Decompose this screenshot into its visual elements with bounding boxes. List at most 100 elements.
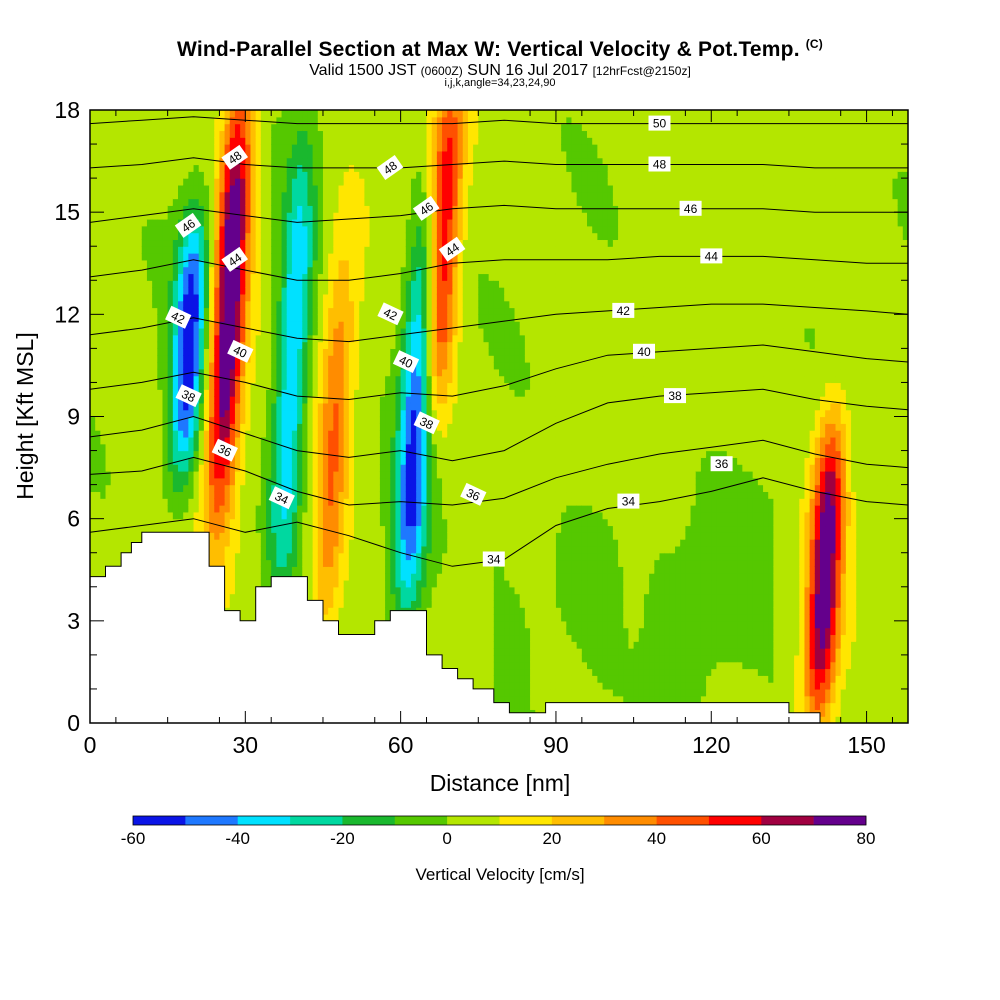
- velocity-cell: [250, 539, 257, 547]
- velocity-cell: [100, 416, 107, 424]
- velocity-cell: [291, 559, 298, 567]
- velocity-cell: [338, 525, 345, 533]
- velocity-cell: [105, 150, 112, 159]
- velocity-cell: [271, 450, 277, 458]
- velocity-cell: [105, 191, 112, 200]
- velocity-cell: [359, 559, 365, 567]
- velocity-cell: [260, 470, 267, 479]
- velocity-cell: [105, 184, 112, 193]
- velocity-cell: [126, 423, 133, 431]
- velocity-cell: [224, 246, 231, 254]
- velocity-cell: [203, 266, 210, 275]
- velocity-cell: [255, 443, 262, 452]
- velocity-cell: [183, 307, 189, 315]
- velocity-cell: [219, 375, 226, 384]
- velocity-cell: [348, 464, 355, 472]
- velocity-cell: [178, 239, 184, 247]
- velocity-cell: [312, 593, 319, 601]
- velocity-cell: [214, 137, 221, 145]
- velocity-cell: [136, 511, 143, 520]
- velocity-cell: [172, 116, 179, 125]
- velocity-cell: [338, 614, 345, 622]
- velocity-cell: [229, 518, 236, 527]
- velocity-cell: [307, 280, 314, 288]
- velocity-cell: [338, 539, 345, 547]
- velocity-cell: [193, 518, 200, 527]
- velocity-cell: [312, 552, 319, 561]
- velocity-cell: [95, 280, 101, 288]
- velocity-cell: [136, 491, 143, 499]
- velocity-cell: [250, 253, 257, 261]
- velocity-cell: [105, 464, 112, 472]
- velocity-cell: [214, 171, 221, 179]
- velocity-cell: [183, 232, 189, 241]
- velocity-cell: [260, 239, 267, 247]
- velocity-cell: [172, 287, 179, 295]
- velocity-cell: [110, 532, 117, 540]
- velocity-cell: [286, 212, 293, 220]
- velocity-cell: [260, 498, 267, 506]
- velocity-cell: [203, 348, 210, 356]
- velocity-cell: [286, 525, 293, 533]
- velocity-cell: [188, 341, 195, 349]
- velocity-cell: [364, 409, 371, 418]
- velocity-cell: [354, 450, 360, 458]
- velocity-cell: [286, 184, 293, 193]
- velocity-cell: [266, 191, 272, 200]
- velocity-cell: [203, 280, 210, 288]
- velocity-cell: [297, 123, 303, 132]
- velocity-cell: [240, 470, 246, 479]
- velocity-cell: [271, 566, 277, 574]
- velocity-cell: [146, 144, 153, 152]
- velocity-cell: [369, 518, 376, 527]
- velocity-cell: [276, 348, 283, 356]
- velocity-cell: [266, 110, 272, 118]
- velocity-cell: [286, 477, 293, 486]
- velocity-cell: [271, 532, 277, 540]
- velocity-cell: [348, 225, 355, 234]
- velocity-cell: [312, 198, 319, 206]
- velocity-cell: [162, 144, 169, 152]
- velocity-cell: [328, 348, 334, 356]
- velocity-cell: [115, 464, 122, 472]
- velocity-cell: [276, 375, 283, 384]
- velocity-cell: [146, 218, 153, 227]
- velocity-cell: [276, 511, 283, 520]
- velocity-cell: [255, 457, 262, 465]
- velocity-cell: [131, 470, 138, 479]
- velocity-cell: [359, 552, 365, 561]
- velocity-cell: [178, 212, 184, 220]
- velocity-cell: [354, 348, 360, 356]
- velocity-cell: [152, 110, 158, 118]
- velocity-cell: [152, 314, 158, 322]
- velocity-cell: [90, 362, 96, 370]
- velocity-cell: [193, 505, 200, 513]
- velocity-cell: [271, 110, 277, 118]
- velocity-cell: [121, 409, 127, 418]
- velocity-cell: [162, 348, 169, 356]
- velocity-cell: [157, 464, 164, 472]
- velocity-cell: [126, 341, 133, 349]
- velocity-cell: [317, 355, 324, 363]
- velocity-cell: [343, 402, 350, 411]
- velocity-cell: [178, 511, 184, 520]
- velocity-cell: [224, 198, 231, 206]
- velocity-cell: [214, 191, 221, 200]
- velocity-cell: [343, 470, 350, 479]
- velocity-cell: [136, 396, 143, 404]
- velocity-cell: [348, 287, 355, 295]
- velocity-cell: [369, 280, 376, 288]
- velocity-cell: [172, 225, 179, 234]
- velocity-cell: [250, 157, 257, 166]
- velocity-cell: [105, 409, 112, 418]
- velocity-cell: [333, 477, 340, 486]
- velocity-cell: [105, 498, 112, 506]
- velocity-cell: [136, 327, 143, 336]
- velocity-cell: [178, 505, 184, 513]
- velocity-cell: [374, 545, 381, 554]
- velocity-cell: [131, 205, 138, 213]
- velocity-cell: [354, 491, 360, 499]
- velocity-cell: [281, 362, 288, 370]
- velocity-cell: [250, 532, 257, 540]
- velocity-cell: [343, 218, 350, 227]
